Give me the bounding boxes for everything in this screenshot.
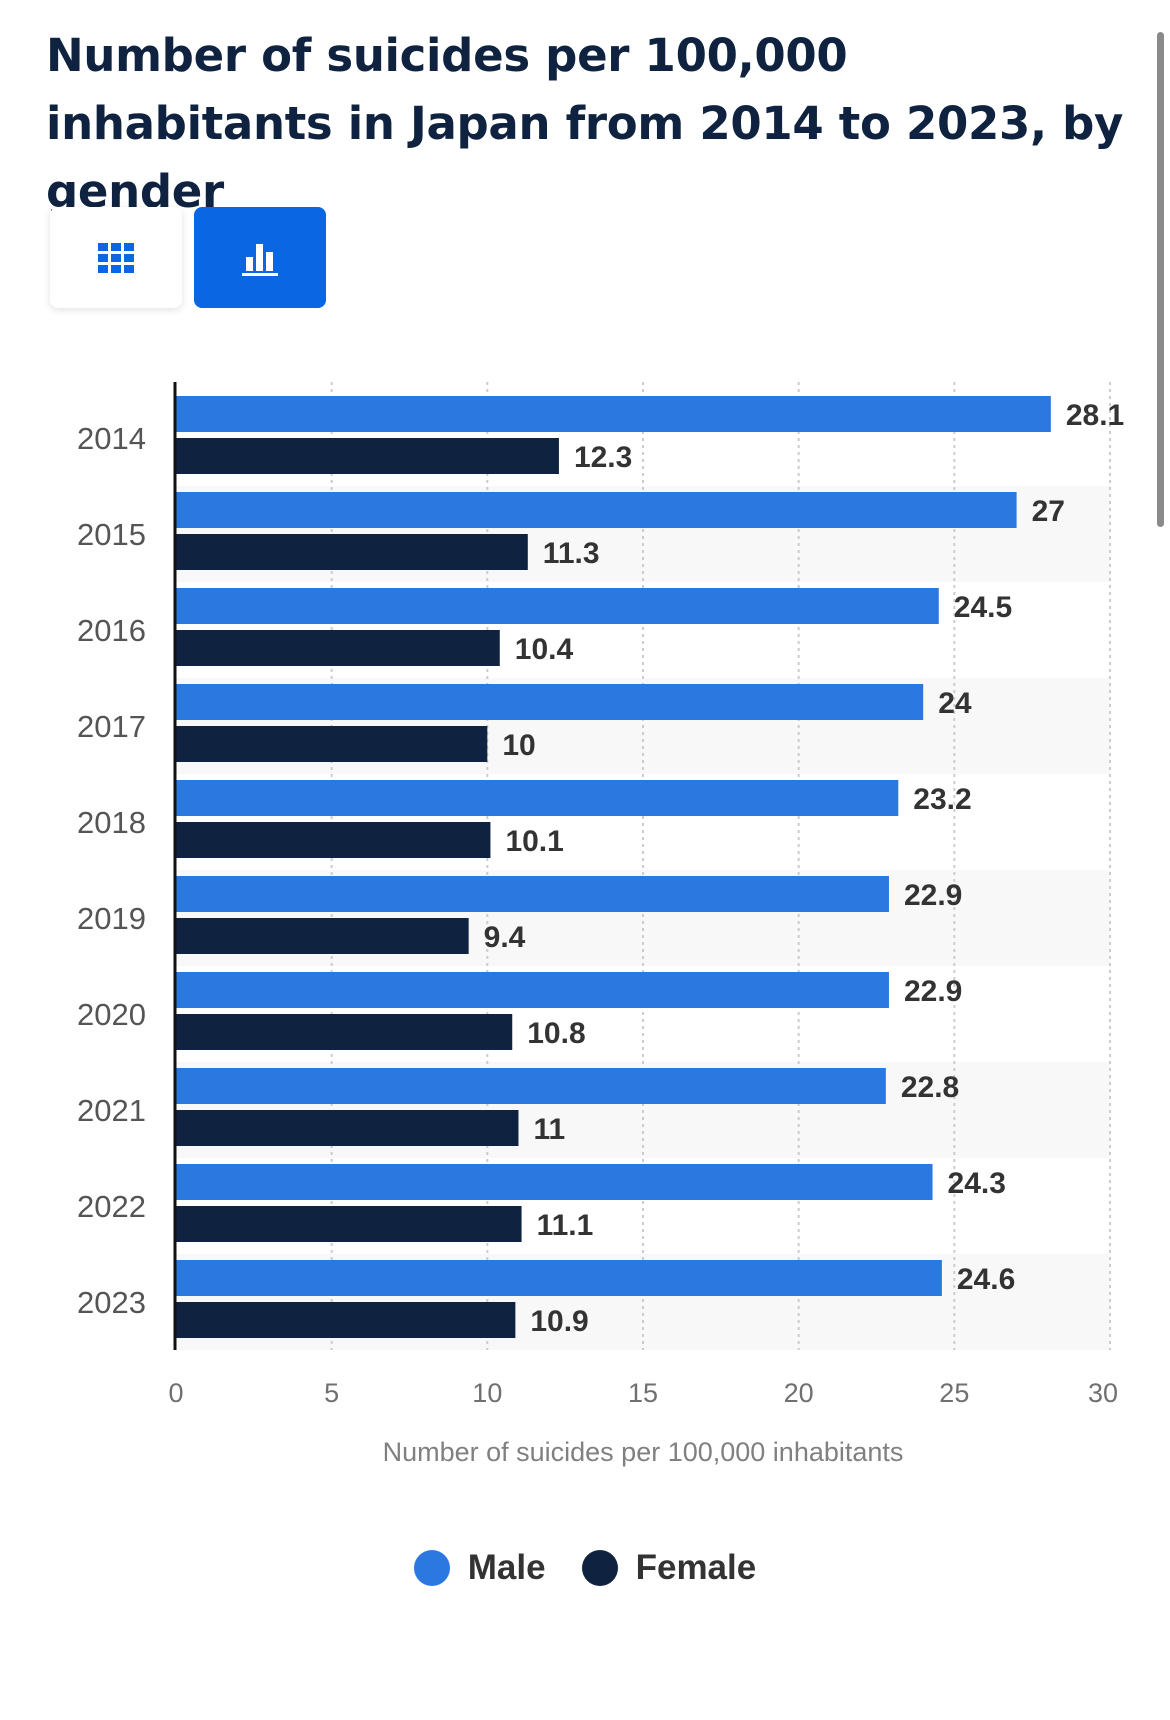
category-label-2016: 2016 — [77, 613, 146, 648]
data-label-male-2014: 28.1 — [1066, 399, 1124, 432]
bar-female-2023[interactable] — [176, 1302, 516, 1338]
bar-female-2014[interactable] — [176, 438, 559, 474]
grid-table-icon — [98, 242, 134, 273]
scrollbar[interactable] — [1157, 32, 1164, 527]
data-label-female-2017: 10 — [502, 729, 535, 762]
data-label-male-2021: 22.8 — [901, 1071, 959, 1104]
bar-male-2022[interactable] — [176, 1164, 933, 1200]
bar-male-2019[interactable] — [176, 876, 889, 912]
x-tick-label: 20 — [784, 1378, 814, 1408]
data-label-male-2018: 23.2 — [913, 783, 971, 816]
data-label-male-2020: 22.9 — [904, 975, 962, 1008]
legend-item-female[interactable]: Female — [581, 1548, 757, 1588]
data-label-male-2022: 24.3 — [948, 1167, 1006, 1200]
x-axis-title: Number of suicides per 100,000 inhabitan… — [383, 1437, 904, 1467]
category-label-2014: 2014 — [77, 421, 146, 456]
bar-male-2016[interactable] — [176, 588, 939, 624]
x-tick-label: 15 — [628, 1378, 658, 1408]
bar-female-2021[interactable] — [176, 1110, 519, 1146]
bar-female-2017[interactable] — [176, 726, 488, 762]
category-label-2022: 2022 — [77, 1189, 146, 1224]
bar-female-2020[interactable] — [176, 1014, 513, 1050]
data-label-female-2022: 11.1 — [537, 1209, 594, 1242]
bar-female-2015[interactable] — [176, 534, 528, 570]
legend-item-male[interactable]: Male — [413, 1548, 546, 1588]
legend-marker-female — [581, 1550, 618, 1586]
data-label-male-2023: 24.6 — [957, 1263, 1015, 1296]
bar-female-2019[interactable] — [176, 918, 469, 954]
legend-label-male: Male — [467, 1548, 546, 1587]
data-label-male-2019: 22.9 — [904, 879, 962, 912]
data-label-female-2021: 11 — [533, 1113, 565, 1146]
x-tick-label: 5 — [324, 1378, 339, 1408]
category-label-2021: 2021 — [77, 1093, 146, 1128]
data-label-female-2015: 11.3 — [543, 537, 600, 570]
category-label-2023: 2023 — [77, 1285, 146, 1320]
chart-view-button[interactable] — [194, 207, 326, 308]
x-tick-label: 30 — [1088, 1378, 1118, 1408]
bar-female-2018[interactable] — [176, 822, 491, 858]
bar-female-2016[interactable] — [176, 630, 500, 666]
x-tick-label: 10 — [472, 1378, 502, 1408]
bar-male-2015[interactable] — [176, 492, 1017, 528]
bar-male-2020[interactable] — [176, 972, 889, 1008]
data-label-female-2016: 10.4 — [515, 633, 574, 666]
table-view-button[interactable] — [50, 207, 182, 308]
bar-female-2022[interactable] — [176, 1206, 522, 1242]
data-label-female-2014: 12.3 — [574, 441, 632, 474]
data-label-female-2023: 10.9 — [530, 1305, 588, 1338]
data-label-male-2016: 24.5 — [954, 591, 1012, 624]
category-label-2019: 2019 — [77, 901, 146, 936]
category-label-2015: 2015 — [77, 517, 146, 552]
data-label-male-2017: 24 — [938, 687, 972, 720]
data-label-female-2019: 9.4 — [484, 921, 526, 954]
bar-male-2018[interactable] — [176, 780, 899, 816]
category-label-2020: 2020 — [77, 997, 146, 1032]
view-toggle — [50, 207, 326, 308]
bar-male-2023[interactable] — [176, 1260, 942, 1296]
x-tick-label: 0 — [168, 1378, 183, 1408]
legend-label-female: Female — [635, 1548, 757, 1587]
data-label-male-2015: 27 — [1032, 495, 1065, 528]
bar-male-2014[interactable] — [176, 396, 1051, 432]
data-label-female-2018: 10.1 — [505, 825, 563, 858]
bar-male-2021[interactable] — [176, 1068, 886, 1104]
legend-marker-male — [413, 1550, 450, 1586]
bar-chart: 28.112.320142711.3201524.510.42016241020… — [77, 382, 1124, 1467]
category-label-2018: 2018 — [77, 805, 146, 840]
chart-legend: Male Female — [0, 1548, 1170, 1588]
bar-male-2017[interactable] — [176, 684, 924, 720]
category-label-2017: 2017 — [77, 709, 146, 744]
x-tick-label: 25 — [939, 1378, 969, 1408]
chart-title: Number of suicides per 100,000 inhabitan… — [46, 29, 1124, 218]
data-label-female-2020: 10.8 — [527, 1017, 585, 1050]
bar-chart-icon — [242, 243, 278, 276]
